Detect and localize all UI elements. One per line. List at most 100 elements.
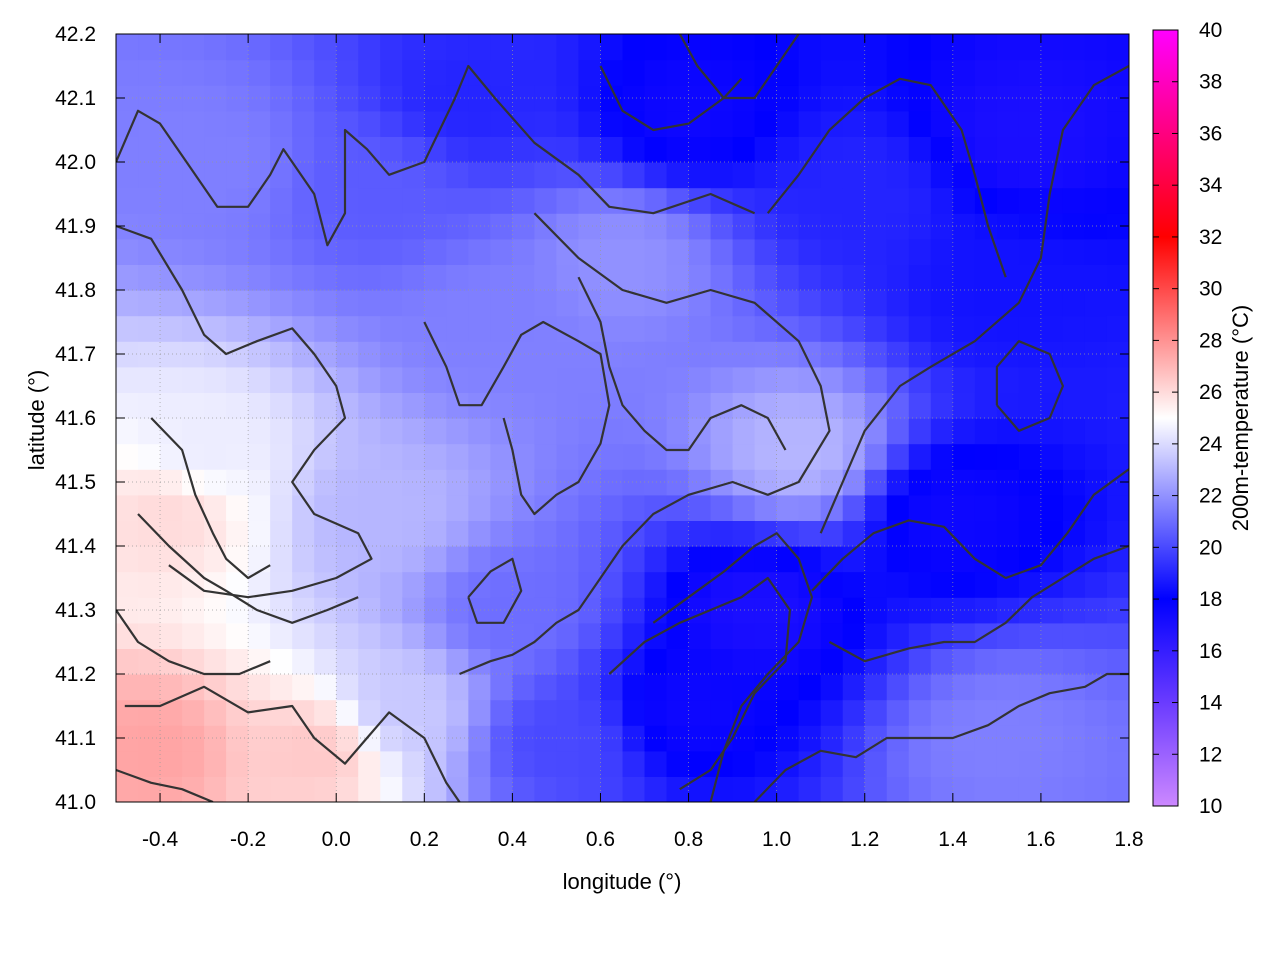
heatmap-cell bbox=[380, 597, 403, 624]
heatmap-cell bbox=[424, 725, 447, 752]
heatmap-cell bbox=[754, 85, 778, 112]
heatmap-cell bbox=[1084, 34, 1108, 61]
heatmap-cell bbox=[666, 59, 690, 86]
heatmap-cell bbox=[490, 725, 513, 752]
heatmap-cell bbox=[644, 341, 668, 368]
heatmap-cell bbox=[886, 162, 910, 189]
heatmap-cell bbox=[292, 213, 315, 240]
heatmap-cell bbox=[886, 776, 910, 802]
heatmap-cell bbox=[138, 110, 161, 137]
heatmap-cell bbox=[622, 699, 646, 726]
heatmap-cell bbox=[820, 366, 844, 393]
heatmap-cell bbox=[314, 162, 337, 189]
heatmap-cell bbox=[776, 520, 800, 547]
heatmap-cell bbox=[622, 238, 646, 265]
y-tick-label: 41.2 bbox=[55, 663, 96, 686]
colorbar-tick-label: 36 bbox=[1199, 122, 1222, 145]
heatmap-cell bbox=[842, 290, 866, 317]
heatmap-cell bbox=[424, 546, 447, 573]
heatmap-cell bbox=[952, 315, 976, 342]
heatmap-cell bbox=[424, 494, 447, 521]
heatmap-cell bbox=[248, 315, 271, 342]
heatmap-cell bbox=[864, 674, 888, 701]
heatmap-cell bbox=[908, 264, 932, 291]
heatmap-cell bbox=[1062, 34, 1086, 61]
heatmap-cell bbox=[666, 136, 690, 163]
heatmap-cell bbox=[820, 238, 844, 265]
heatmap-cell bbox=[226, 725, 249, 752]
contour-line bbox=[459, 212, 831, 676]
heatmap-cell bbox=[402, 725, 425, 752]
heatmap-cell bbox=[1084, 366, 1108, 393]
heatmap-cell bbox=[688, 494, 712, 521]
heatmap-cell bbox=[710, 674, 734, 701]
heatmap-cell bbox=[754, 34, 778, 61]
heatmap-cell bbox=[776, 725, 800, 752]
heatmap-cell bbox=[138, 290, 161, 317]
heatmap-cell bbox=[336, 290, 359, 317]
contour-line bbox=[116, 768, 214, 802]
heatmap-cell bbox=[556, 213, 580, 240]
heatmap-cell bbox=[534, 110, 558, 137]
heatmap-cell bbox=[1040, 546, 1064, 573]
heatmap-cell bbox=[1040, 238, 1064, 265]
heatmap-cell bbox=[776, 418, 800, 445]
heatmap-cell bbox=[996, 392, 1020, 419]
heatmap-cell bbox=[160, 238, 183, 265]
heatmap-cell bbox=[248, 520, 271, 547]
heatmap-cell bbox=[336, 469, 359, 496]
heatmap-cell bbox=[182, 110, 205, 137]
heatmap-cell bbox=[930, 162, 954, 189]
heatmap-cell bbox=[226, 315, 249, 342]
y-tick-label: 41.0 bbox=[55, 791, 96, 814]
heatmap-cell bbox=[468, 290, 491, 317]
heatmap-cell bbox=[996, 443, 1020, 470]
heatmap-cell bbox=[248, 699, 271, 726]
heatmap-cell bbox=[600, 264, 624, 291]
heatmap-cell bbox=[116, 136, 139, 163]
heatmap-cell bbox=[776, 290, 800, 317]
heatmap-cell bbox=[160, 674, 183, 701]
contour-line bbox=[766, 77, 1007, 278]
heatmap-cell bbox=[336, 776, 359, 802]
heatmap-cell bbox=[138, 366, 161, 393]
heatmap-cell bbox=[446, 546, 469, 573]
heatmap-cell bbox=[336, 213, 359, 240]
heatmap-cell bbox=[116, 366, 139, 393]
heatmap-cell bbox=[952, 443, 976, 470]
heatmap-cell bbox=[490, 443, 513, 470]
heatmap-cell bbox=[380, 443, 403, 470]
heatmap-cell bbox=[644, 85, 668, 112]
heatmap-cell bbox=[248, 366, 271, 393]
y-tick-label: 41.7 bbox=[55, 343, 96, 366]
y-tick-label: 41.3 bbox=[55, 599, 96, 622]
heatmap-cell bbox=[666, 469, 690, 496]
heatmap-cell bbox=[292, 750, 315, 777]
heatmap-cell bbox=[468, 725, 491, 752]
heatmap-cell bbox=[182, 443, 205, 470]
heatmap-cell bbox=[886, 264, 910, 291]
heatmap-cell bbox=[314, 520, 337, 547]
heatmap-cell bbox=[358, 213, 381, 240]
heatmap-cell bbox=[490, 366, 513, 393]
heatmap-cell bbox=[380, 418, 403, 445]
heatmap-cell bbox=[974, 290, 998, 317]
heatmap-cell bbox=[248, 469, 271, 496]
heatmap-cell bbox=[798, 315, 822, 342]
heatmap-cell bbox=[622, 597, 646, 624]
heatmap-cell bbox=[622, 34, 646, 61]
heatmap-cell bbox=[996, 776, 1020, 802]
heatmap-cell bbox=[446, 443, 469, 470]
heatmap-cell bbox=[292, 136, 315, 163]
x-tick-label: 0.8 bbox=[674, 828, 703, 851]
heatmap-cell bbox=[996, 315, 1020, 342]
heatmap-cell bbox=[226, 264, 249, 291]
heatmap-cell bbox=[996, 290, 1020, 317]
heatmap-cell bbox=[622, 290, 646, 317]
heatmap-cell bbox=[820, 520, 844, 547]
heatmap-cell bbox=[886, 699, 910, 726]
heatmap-cell bbox=[754, 162, 778, 189]
heatmap-cell bbox=[358, 290, 381, 317]
heatmap-cell bbox=[160, 776, 183, 802]
heatmap-cell bbox=[732, 238, 756, 265]
